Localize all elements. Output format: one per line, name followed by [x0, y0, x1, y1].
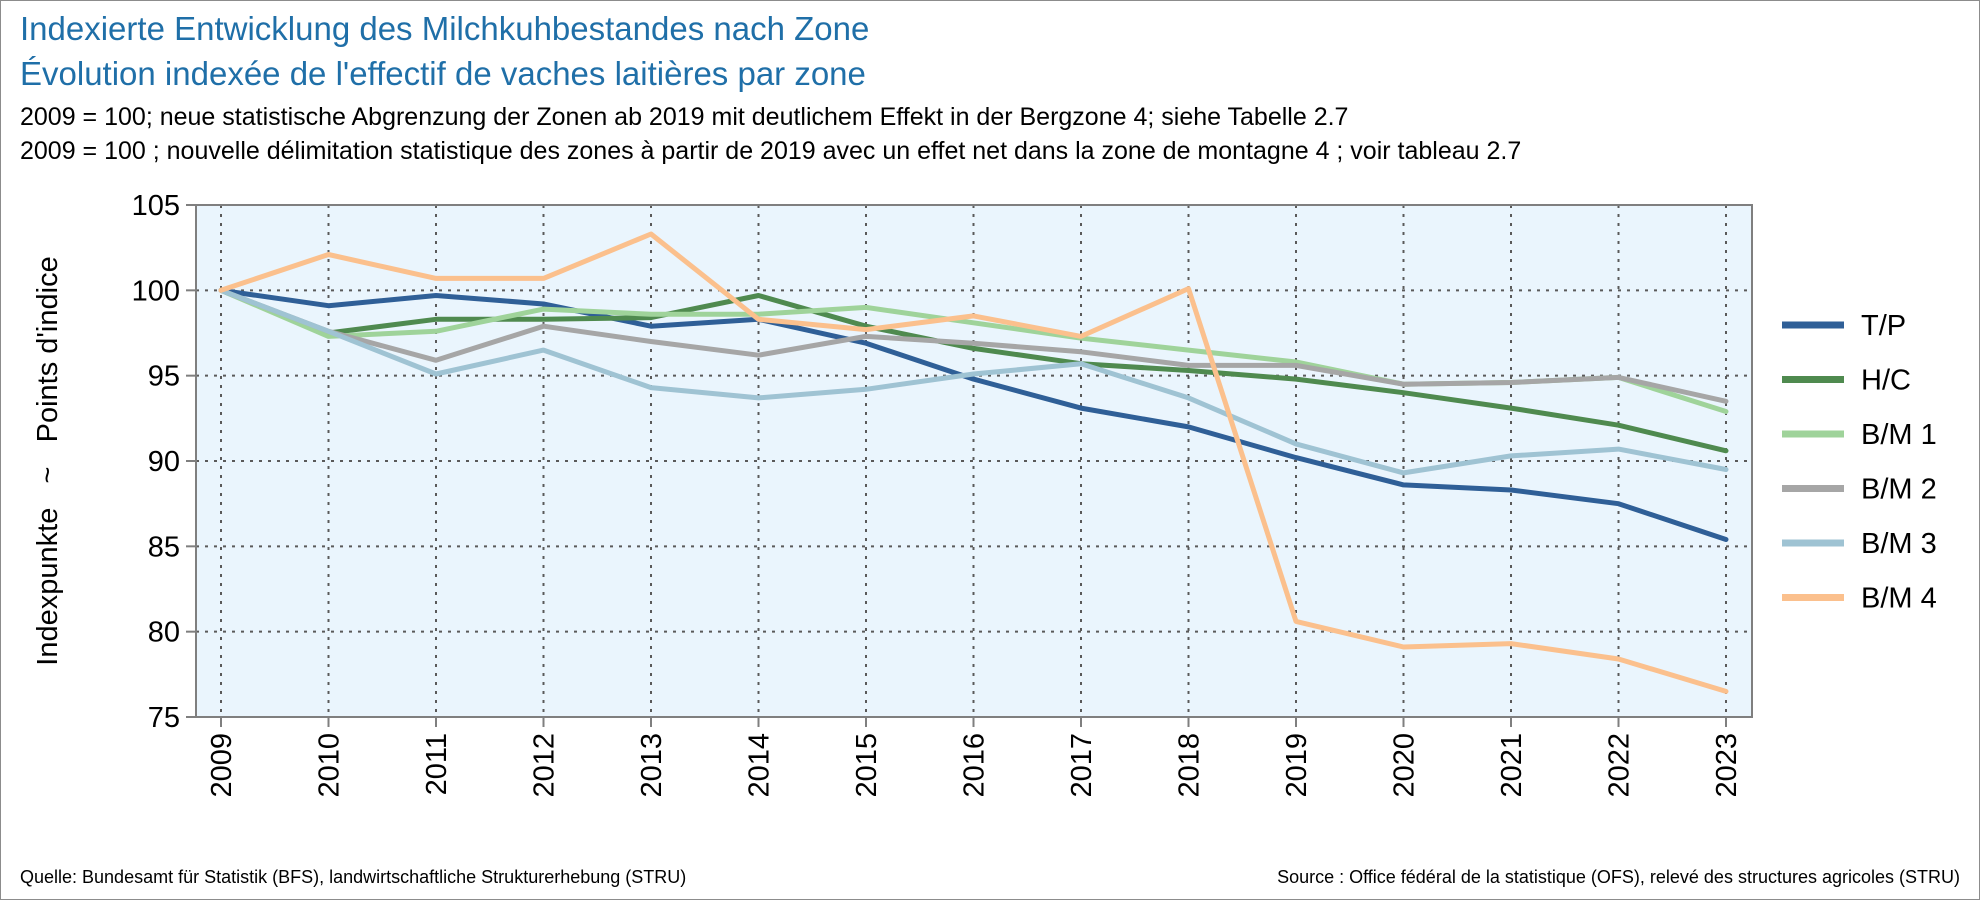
y-axis-label: Indexpunkte ~ Points d'indice: [32, 256, 64, 665]
legend: T/P H/C B/M 1 B/M 2 B/M 3 B/M 4: [1782, 310, 1937, 615]
x-tick-label: 2021: [1496, 733, 1528, 798]
legend-label: B/M 1: [1861, 419, 1937, 451]
legend-label: B/M 4: [1861, 583, 1937, 615]
x-tick-label: 2017: [1066, 733, 1098, 798]
legend-item: B/M 4: [1782, 583, 1937, 615]
x-tick-label: 2019: [1281, 733, 1313, 798]
x-tick-label: 2016: [959, 733, 991, 798]
x-tick-label: 2022: [1604, 733, 1636, 798]
x-tick-label: 2015: [851, 733, 883, 798]
y-tick-label: 80: [148, 617, 180, 649]
series-line-h-c: [218, 287, 1729, 454]
x-axis: 2009 2010 2011 2012 2013 2014 2015 2016 2017 2018…: [206, 717, 1743, 798]
series-line-b-m-3: [218, 287, 1729, 476]
legend-label: T/P: [1861, 310, 1906, 342]
series-line-b-m-2: [218, 287, 1729, 404]
x-tick-label: 2023: [1711, 733, 1743, 798]
x-tick-label: 2009: [206, 733, 238, 798]
y-tick-label: 90: [148, 446, 180, 478]
legend-label: B/M 2: [1861, 474, 1937, 506]
series-line-b-m-4: [218, 231, 1729, 694]
x-tick-label: 2011: [421, 733, 453, 795]
chart-subtitle-fr: 2009 = 100 ; nouvelle délimitation stati…: [20, 137, 1522, 165]
series-line-t-p: [218, 287, 1729, 542]
chart-subtitle-de: 2009 = 100; neue statistische Abgrenzung…: [20, 103, 1349, 131]
y-tick-label: 100: [132, 275, 180, 307]
chart-title-de: Indexierte Entwicklung des Milchkuhbesta…: [20, 10, 870, 47]
y-axis: 75 80 85 90 95 100 105: [132, 190, 196, 734]
y-tick-label: 95: [148, 361, 180, 393]
y-tick-label: 75: [148, 702, 180, 734]
source-de: Quelle: Bundesamt für Statistik (BFS), l…: [20, 867, 687, 887]
x-tick-label: 2014: [744, 733, 776, 798]
x-tick-label: 2020: [1389, 733, 1421, 798]
x-tick-label: 2010: [314, 733, 346, 798]
x-tick-label: 2012: [529, 733, 561, 798]
legend-item: B/M 1: [1782, 419, 1937, 451]
legend-item: B/M 2: [1782, 474, 1937, 506]
x-tick-label: 2018: [1174, 733, 1206, 798]
x-tick-label: 2013: [636, 733, 668, 798]
legend-item: T/P: [1782, 310, 1906, 342]
legend-label: B/M 3: [1861, 528, 1937, 560]
source-fr: Source : Office fédéral de la statistiqu…: [1277, 867, 1960, 887]
y-tick-label: 105: [132, 190, 180, 222]
series-lines: [218, 231, 1729, 694]
legend-label: H/C: [1861, 365, 1911, 397]
y-tick-label: 85: [148, 531, 180, 563]
legend-item: H/C: [1782, 365, 1911, 397]
legend-item: B/M 3: [1782, 528, 1937, 560]
chart-title-fr: Évolution indexée de l'effectif de vache…: [20, 55, 866, 92]
plot-area: [196, 205, 1752, 717]
